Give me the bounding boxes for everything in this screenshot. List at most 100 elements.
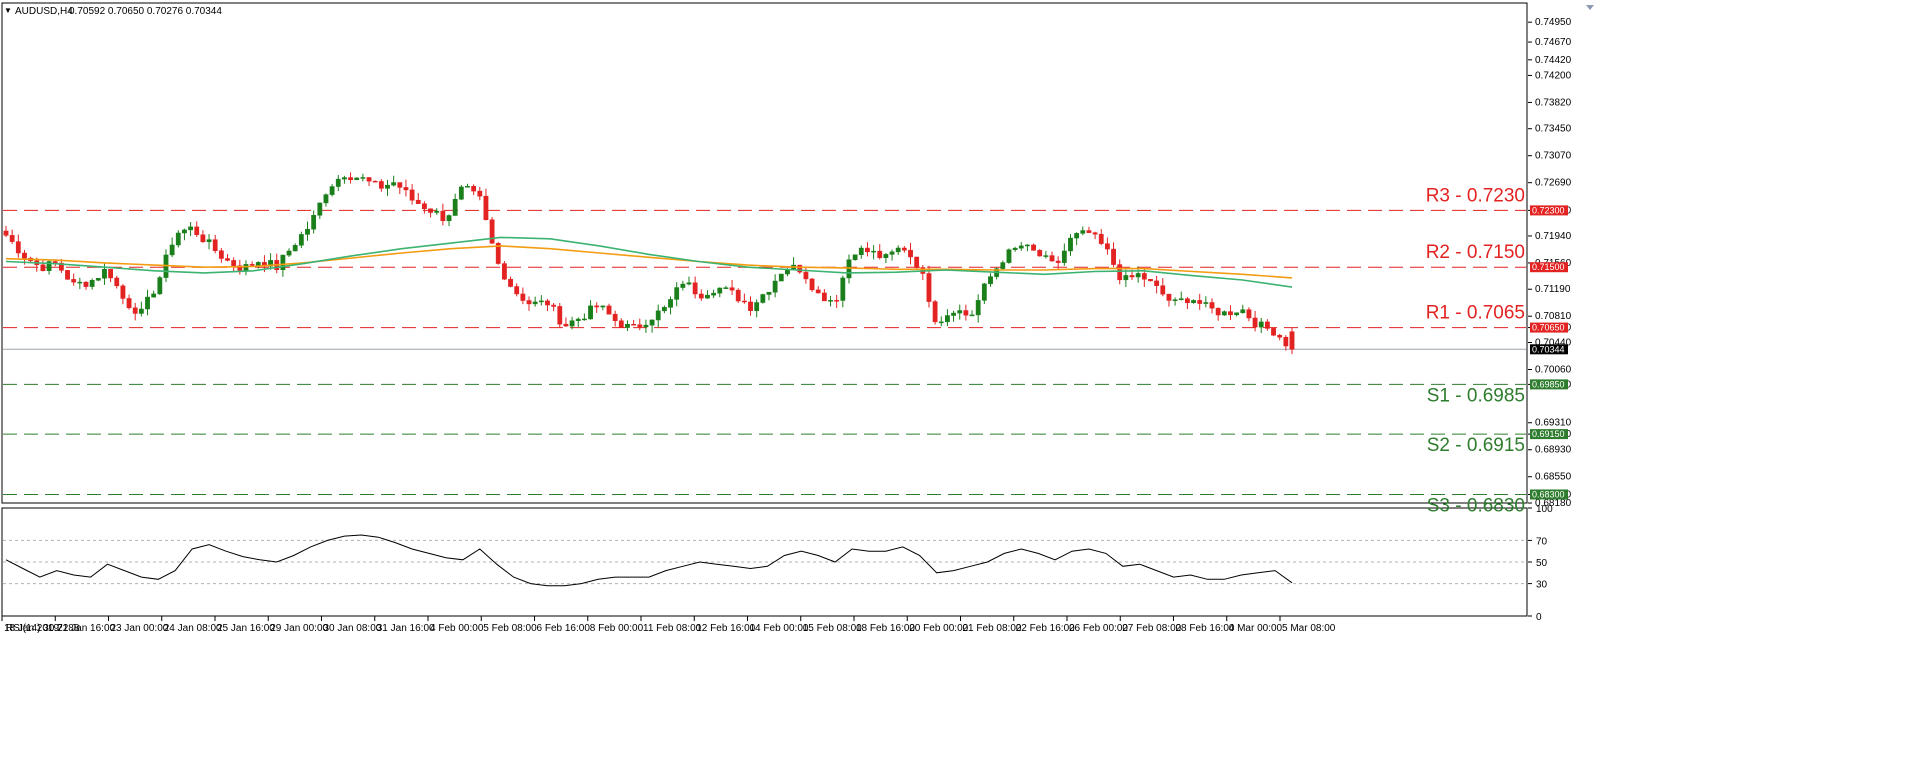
level-label-r1: R1 - 0.7065 (1426, 303, 1525, 324)
level-price-tag (1530, 429, 1568, 440)
candle-bear (132, 307, 138, 314)
time-tick-label: 21 Jan 16:00 (57, 623, 115, 634)
candle-bull (938, 321, 944, 324)
candle-bull (600, 305, 606, 308)
level-price-tag-text: 0.70650 (1532, 323, 1565, 333)
shift-marker-icon[interactable] (1586, 5, 1594, 10)
candle-bear (225, 258, 230, 261)
candle-bull (1258, 321, 1264, 328)
candle-bull (157, 277, 163, 295)
time-tick-label: 5 Feb 08:00 (483, 623, 537, 634)
candle-bull (446, 215, 452, 222)
candle-bull (268, 260, 273, 267)
current-price-tag (1530, 344, 1568, 355)
candle-bull (452, 198, 458, 216)
candle-bull (1221, 311, 1227, 316)
candle-bull (151, 293, 157, 298)
candle-bull (317, 202, 323, 216)
candle-bull (354, 177, 360, 181)
candle-bear (71, 279, 77, 283)
candle-bear (901, 247, 907, 251)
candle-bull (391, 182, 397, 186)
candle-bull (840, 277, 846, 301)
candle-bear (834, 300, 840, 302)
candle-bull (581, 318, 587, 321)
time-tick-label: 27 Feb 08:00 (1122, 623, 1181, 634)
time-tick-label: 4 Mar 00:00 (1229, 623, 1283, 634)
price-tick-label: 0.73820 (1535, 97, 1572, 108)
price-tick-label: 0.73450 (1535, 124, 1572, 135)
candle-bear (551, 304, 557, 307)
candle-bear (422, 203, 427, 210)
candle-bull (858, 247, 864, 255)
time-tick-label: 6 Feb 16:00 (537, 623, 591, 634)
candle-bull (465, 186, 470, 188)
candle-bull (206, 239, 212, 243)
candle-bull (323, 194, 329, 204)
candle-bull (1061, 250, 1067, 263)
candle-bear (249, 264, 255, 266)
candle-bull (77, 281, 83, 284)
level-price-tag-text: 0.68300 (1532, 489, 1565, 499)
candle-bear (877, 250, 883, 258)
candle-bull (575, 318, 581, 321)
candle-bear (1197, 300, 1203, 304)
time-tick-label: 5 Mar 08:00 (1282, 623, 1336, 634)
rsi-tick-label: 100 (1536, 504, 1553, 515)
candle-bull (1240, 309, 1246, 313)
time-tick-label: 29 Jan 00:00 (270, 623, 328, 634)
candle-bull (255, 262, 261, 266)
candle-bear (797, 264, 803, 273)
chart-menu-triangle-icon[interactable]: ▼ (4, 6, 12, 15)
level-label-r3: R3 - 0.7230 (1426, 185, 1525, 206)
price-tick-label: 0.68180 (1535, 498, 1572, 509)
candle-bear (477, 190, 483, 197)
time-tick-label: 12 Feb 16:00 (696, 623, 755, 634)
candle-bull (649, 319, 655, 326)
time-tick-label: 24 Jan 08:00 (164, 623, 222, 634)
price-tick-label: 0.73070 (1535, 151, 1572, 162)
candle-bear (409, 189, 415, 201)
candle-bull (89, 280, 95, 287)
candle-bull (655, 310, 661, 321)
candle-bull (311, 215, 317, 230)
candle-bull (828, 300, 833, 302)
level-label-s1: S1 - 0.6985 (1427, 385, 1525, 406)
candle-bull (705, 294, 710, 299)
candle-bear (1111, 248, 1116, 265)
candle-bear (865, 247, 870, 253)
candle-bear (489, 219, 495, 244)
candle-bull (1234, 312, 1240, 316)
candle-bull (643, 324, 649, 328)
time-tick-label: 14 Feb 00:00 (750, 623, 809, 634)
candle-bear (1049, 255, 1055, 262)
candle-bull (760, 294, 766, 303)
candle-bear (231, 260, 237, 266)
candle-bear (471, 186, 477, 192)
candle-bull (95, 277, 101, 281)
candle-bear (606, 305, 612, 315)
candle-bear (501, 263, 507, 280)
candle-bull (754, 302, 760, 311)
time-tick-label: 11 Feb 08:00 (643, 623, 702, 634)
candle-bull (1178, 298, 1184, 300)
candle-bull (852, 254, 858, 260)
level-price-tag (1530, 322, 1568, 333)
candle-bear (637, 324, 643, 328)
time-tick-label: 30 Jan 08:00 (324, 623, 382, 634)
candle-bear (926, 273, 932, 302)
candle-bear (1252, 317, 1258, 328)
candle-bear (1037, 250, 1043, 257)
time-tick-label: 25 Jan 16:00 (217, 623, 275, 634)
rsi-panel-frame (1, 507, 1528, 617)
candle-bear (126, 298, 132, 309)
candle-bull (145, 296, 150, 310)
candle-bear (545, 300, 550, 306)
candle-bear (40, 264, 46, 271)
candle-bear (348, 177, 353, 181)
candle-bull (569, 320, 575, 327)
candle-bull (1191, 300, 1196, 304)
candle-bull (846, 259, 852, 279)
